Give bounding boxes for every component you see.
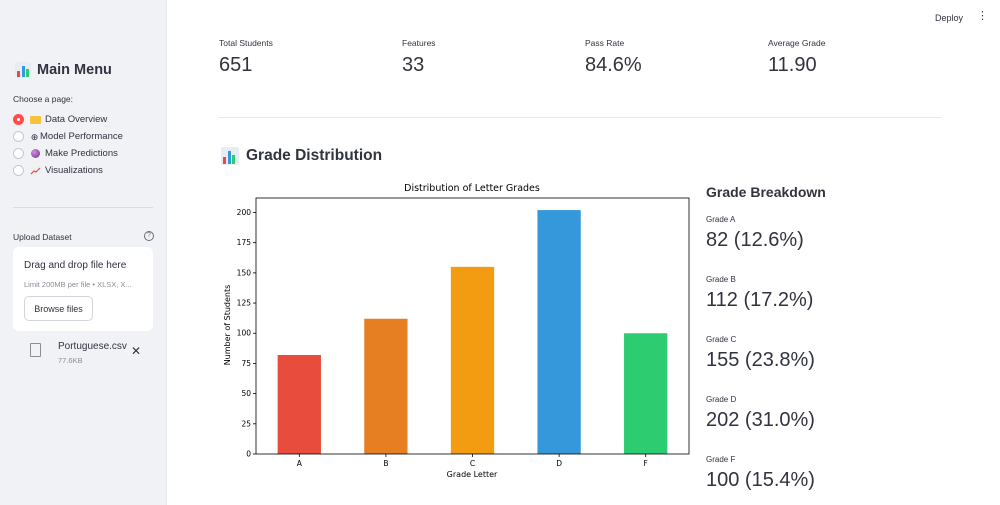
radio-data-overview[interactable]: Data Overview bbox=[13, 111, 123, 128]
x-tick-label: B bbox=[383, 459, 388, 468]
deploy-button[interactable]: Deploy bbox=[935, 13, 964, 23]
page-radio-group: Data Overview ⊕ Model Performance Make P… bbox=[13, 111, 123, 179]
bar-chart-icon bbox=[15, 62, 31, 78]
metric-value: 11.90 bbox=[768, 54, 817, 76]
sidebar-title-text: Main Menu bbox=[37, 62, 112, 78]
browse-files-button[interactable]: Browse files bbox=[24, 296, 93, 321]
grade-value: 202 (31.0%) bbox=[706, 409, 815, 431]
grade-f-stat: Grade F 100 (15.4%) bbox=[706, 455, 815, 492]
upload-dataset-label: Upload Dataset bbox=[13, 232, 72, 242]
grade-b-stat: Grade B 112 (17.2%) bbox=[706, 275, 813, 312]
y-tick-label: 150 bbox=[237, 268, 252, 277]
plot-frame bbox=[255, 197, 690, 455]
close-icon[interactable]: ✕ bbox=[131, 344, 142, 358]
y-tick-label: 0 bbox=[246, 450, 251, 459]
grade-distribution-chart: Distribution of Letter Grades Grade Lett… bbox=[223, 183, 690, 479]
grade-label: Grade A bbox=[706, 215, 736, 224]
file-icon bbox=[30, 343, 41, 357]
radio-button[interactable] bbox=[13, 165, 24, 176]
radio-make-predictions[interactable]: Make Predictions bbox=[13, 145, 123, 162]
y-tick-label: 50 bbox=[241, 389, 251, 398]
crystal-ball-icon bbox=[30, 148, 41, 159]
sidebar-title: Main Menu bbox=[15, 62, 112, 78]
sidebar: Main Menu Choose a page: Data Overview ⊕… bbox=[0, 0, 167, 505]
robot-icon: ⊕ bbox=[30, 131, 39, 142]
metric-average-grade: Average Grade 11.90 bbox=[768, 38, 826, 77]
y-tick-label: 75 bbox=[241, 359, 251, 368]
radio-button[interactable] bbox=[13, 131, 24, 142]
metric-features: Features 33 bbox=[402, 38, 436, 77]
more-options-icon[interactable]: ⋮ bbox=[977, 10, 988, 22]
x-tick-label: C bbox=[470, 459, 475, 468]
grade-label: Grade D bbox=[706, 395, 737, 404]
breakdown-title: Grade Breakdown bbox=[706, 184, 826, 200]
metric-pass-rate: Pass Rate 84.6% bbox=[585, 38, 642, 77]
grade-value: 155 (23.8%) bbox=[706, 349, 815, 371]
grade-value: 100 (15.4%) bbox=[706, 469, 815, 491]
radio-label: Data Overview bbox=[45, 114, 108, 125]
grade-label: Grade C bbox=[706, 335, 737, 344]
chart-y-axis-label: Number of Students bbox=[223, 285, 232, 366]
x-tick-label: F bbox=[644, 459, 648, 468]
metric-label: Features bbox=[402, 38, 436, 48]
section-title: Grade Distribution bbox=[221, 147, 382, 165]
radio-label: Make Predictions bbox=[45, 148, 118, 159]
metric-value: 33 bbox=[402, 54, 425, 76]
main-divider bbox=[219, 117, 941, 118]
metric-label: Pass Rate bbox=[585, 38, 625, 48]
y-tick-label: 25 bbox=[241, 419, 251, 428]
x-tick-label: D bbox=[556, 459, 562, 468]
y-tick-label: 200 bbox=[237, 208, 252, 217]
metric-value: 651 bbox=[219, 54, 253, 76]
grade-d-stat: Grade D 202 (31.0%) bbox=[706, 395, 815, 432]
y-tick-label: 175 bbox=[237, 238, 252, 247]
radio-button-selected[interactable] bbox=[13, 114, 24, 125]
bar-d bbox=[537, 210, 581, 454]
help-icon[interactable]: ? bbox=[144, 231, 154, 241]
bar-c bbox=[450, 266, 495, 454]
grade-value: 82 (12.6%) bbox=[706, 229, 804, 251]
uploaded-file-size: 77.6KB bbox=[58, 356, 83, 365]
radio-visualizations[interactable]: Visualizations bbox=[13, 162, 123, 179]
y-tick-label: 100 bbox=[237, 329, 252, 338]
sidebar-divider bbox=[13, 207, 153, 208]
dropzone-text: Drag and drop file here bbox=[24, 260, 127, 271]
folder-icon bbox=[30, 115, 41, 124]
dropzone-limit-text: Limit 200MB per file • XLSX, X... bbox=[24, 280, 132, 289]
metric-value: 84.6% bbox=[585, 54, 642, 76]
grade-label: Grade F bbox=[706, 455, 736, 464]
y-tick-label: 125 bbox=[237, 299, 252, 308]
grade-label: Grade B bbox=[706, 275, 736, 284]
metric-label: Average Grade bbox=[768, 38, 826, 48]
file-dropzone[interactable]: Drag and drop file here Limit 200MB per … bbox=[13, 247, 153, 331]
chart-title: Distribution of Letter Grades bbox=[404, 183, 540, 194]
radio-label: Visualizations bbox=[45, 165, 103, 176]
grade-value: 112 (17.2%) bbox=[706, 289, 814, 311]
bar-a bbox=[277, 354, 321, 454]
radio-button[interactable] bbox=[13, 148, 24, 159]
grade-a-stat: Grade A 82 (12.6%) bbox=[706, 215, 804, 252]
chart-x-axis-label: Grade Letter bbox=[447, 470, 498, 479]
chart-up-icon bbox=[30, 165, 41, 176]
x-tick-label: A bbox=[297, 459, 303, 468]
uploaded-file-name: Portuguese.csv bbox=[58, 341, 127, 352]
radio-model-performance[interactable]: ⊕ Model Performance bbox=[13, 128, 123, 145]
section-title-text: Grade Distribution bbox=[246, 147, 383, 164]
radio-label: Model Performance bbox=[40, 131, 123, 142]
bar-f bbox=[624, 333, 668, 454]
metric-total-students: Total Students 651 bbox=[219, 38, 273, 77]
grade-c-stat: Grade C 155 (23.8%) bbox=[706, 335, 815, 372]
choose-page-label: Choose a page: bbox=[13, 94, 74, 104]
metric-label: Total Students bbox=[219, 38, 273, 48]
bar-b bbox=[364, 318, 408, 454]
bar-chart-icon bbox=[221, 147, 239, 165]
